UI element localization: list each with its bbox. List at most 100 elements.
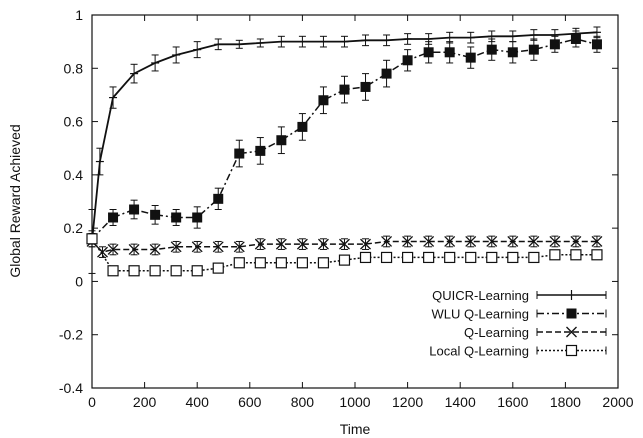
data-point [507,251,519,264]
data-point [465,236,477,247]
data-point [486,236,498,247]
data-point [339,84,350,95]
data-point [465,52,476,63]
data-point [507,236,519,247]
data-point [233,241,245,253]
data-point [150,209,161,220]
data-point [486,44,497,55]
data-point [297,121,308,132]
data-point [380,251,393,264]
legend-marker-local-q-learning [565,344,578,357]
data-point [213,193,224,204]
data-point [170,265,182,277]
legend-label-local-q-learning: Local Q-Learning [429,344,529,359]
data-point [549,236,561,247]
series-quicr-learning [88,26,601,274]
series-layer [86,26,603,277]
x-tick-label: 1600 [497,394,528,410]
data-point [86,233,98,245]
data-point [423,251,435,264]
data-point [171,212,182,223]
data-point [170,241,182,253]
y-tick-label: 1 [75,7,83,23]
data-point [255,145,266,156]
data-point [128,265,140,277]
data-point [402,236,414,247]
data-point [444,236,456,247]
series-line-quicr-learning [91,31,598,242]
y-tick-label: -0.4 [59,380,83,396]
data-point [254,257,266,269]
data-point [339,238,350,250]
data-point [338,254,351,266]
y-axis-label: Global Reward Achieved [7,124,23,277]
data-point [212,262,224,274]
series-line-q-learning [91,240,597,253]
data-point [381,68,392,79]
x-tick-label: 2000 [602,394,633,410]
data-point [107,265,119,277]
data-point [591,249,603,261]
y-tick-label: 0.6 [64,114,84,130]
y-tick-label: 0 [75,273,83,289]
y-tick-label: 0.2 [64,220,84,236]
data-point [128,243,140,255]
x-tick-label: 1000 [339,394,370,410]
legend: QUICR-Learning WLU Q-Learning Q-Learning Lo… [429,288,607,359]
data-point [191,265,203,277]
data-point [149,265,161,277]
data-point [234,148,245,159]
data-point [402,55,413,66]
series-wlu-q-learning [87,30,602,248]
axes: 0 200 400 600 800 1000 1200 1400 1600 1800 2000 -0.… [59,7,634,410]
x-tick-label: 800 [291,394,315,410]
data-point [360,81,371,92]
data-point [381,236,393,247]
x-tick-label: 1800 [550,394,581,410]
x-tick-label: 400 [186,394,210,410]
data-point [296,257,308,269]
data-point [444,47,455,58]
legend-label-wlu-q-learning: WLU Q-Learning [431,307,529,322]
data-point [212,241,224,253]
series-q-learning [86,235,603,258]
x-tick-label: 200 [133,394,157,410]
data-point [296,238,308,250]
data-point [276,135,287,146]
data-point [423,47,434,58]
data-point [549,39,560,50]
data-point [149,243,161,255]
x-tick-label: 600 [238,394,262,410]
data-point [191,241,203,253]
series-line-wlu-q-learning [91,38,598,240]
data-point [233,257,245,269]
data-point [108,212,119,223]
data-point [549,249,561,261]
data-point [570,33,581,44]
data-point [528,236,540,247]
data-point [486,251,498,264]
data-point [107,243,119,255]
x-axis-label: Time [340,421,371,437]
data-point [444,251,456,264]
x-tick-label: 0 [88,394,96,410]
data-point [254,238,266,250]
x-tick-label: 1200 [392,394,423,410]
legend-label-q-learning: Q-Learning [464,325,529,340]
data-point [591,39,602,50]
data-point [570,249,582,261]
data-point [318,95,329,106]
legend-marker-wlu-q-learning [566,308,577,319]
data-point [591,236,603,247]
y-tick-label: -0.2 [59,327,83,343]
data-point [507,47,518,58]
data-point [275,257,287,269]
data-point [528,44,539,55]
data-point [528,251,540,264]
data-point [570,236,582,247]
data-point [317,257,330,269]
data-point [402,251,414,264]
y-tick-label: 0.8 [64,60,84,76]
y-tick-label: 0.4 [64,167,84,183]
data-point [192,212,203,223]
